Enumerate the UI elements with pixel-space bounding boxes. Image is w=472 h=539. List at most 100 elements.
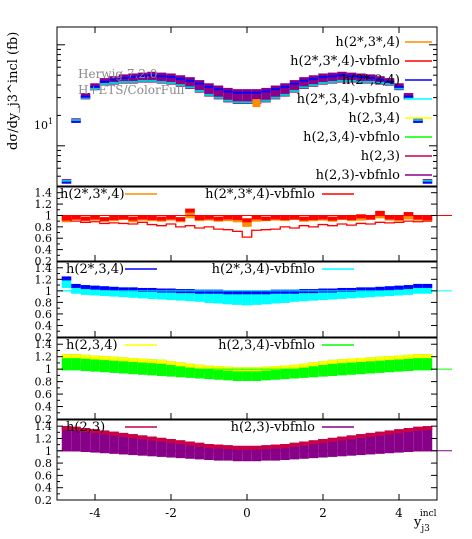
ratio-band-bin: [422, 354, 433, 371]
main-bin: [356, 73, 366, 84]
main-bin-blue: [109, 78, 119, 81]
ratio-band-bin: [403, 354, 414, 372]
ratio-band-edge: [61, 276, 72, 281]
ratio-band-edge: [346, 435, 357, 440]
main-bin-cyan: [223, 99, 233, 102]
main-bin: [156, 72, 167, 84]
ratio-band-edge: [413, 215, 423, 220]
x-tick-label: -2: [165, 506, 177, 520]
main-bin-cyan: [356, 80, 366, 83]
ratio-band-edge: [213, 366, 224, 371]
ratio-band-bin: [61, 276, 72, 288]
ratio-band-edge: [175, 440, 186, 445]
ratio-band-bin: [384, 430, 395, 454]
ratio-band-bin: [156, 359, 167, 377]
ratio-band-edge: [90, 355, 100, 360]
ratio-band-edge: [242, 445, 252, 450]
ratio-legend-label: h(2*,3*,4): [60, 187, 125, 202]
ratio-band-edge: [194, 216, 205, 221]
ratio-band-bin: [128, 287, 138, 298]
ratio-band-edge: [308, 440, 319, 445]
main-outlier: [252, 99, 261, 108]
main-bin-blue: [71, 120, 81, 123]
ratio-band-bin: [128, 434, 138, 456]
ratio-legend-label: h(2,3): [66, 420, 105, 435]
ratio-band-bin: [413, 283, 423, 294]
main-bin-cyan: [175, 84, 186, 87]
ratio-band-edge: [403, 354, 414, 359]
main-bin: [261, 87, 271, 103]
ratio-ytick-label: 0.6: [35, 469, 53, 482]
ratio-band-bin: [223, 290, 233, 305]
ratio-band-edge: [394, 285, 404, 290]
main-bin-blue: [422, 181, 433, 184]
ratio-band-edge: [270, 289, 281, 294]
main-bin-blue: [194, 82, 205, 85]
main-bin-cyan: [327, 80, 338, 83]
ratio-band-edge: [422, 216, 433, 221]
ratio-band-bin: [242, 218, 252, 227]
ratio-band-edge: [99, 430, 110, 435]
ratio-ytick-label: 0.4: [35, 319, 53, 332]
ratio-band-edge: [403, 285, 414, 290]
main-bin-blue: [384, 80, 395, 83]
main-bin-blue: [204, 85, 214, 88]
main-legend-label: h(2,3)-vbfnlo: [316, 168, 401, 183]
ratio-band-bin: [261, 290, 271, 305]
ratio-band-edge: [204, 289, 214, 294]
ratio-band-edge: [375, 210, 385, 215]
ratio-band-edge: [80, 354, 91, 359]
ratio-band-bin: [185, 208, 195, 219]
ratio-band-edge: [270, 444, 281, 449]
ratio-band-edge: [61, 216, 72, 221]
main-bin: [204, 83, 214, 97]
ratio-band-edge: [337, 436, 347, 441]
ratio-band-bin: [147, 287, 157, 299]
ratio-band-edge: [232, 216, 243, 221]
ratio-band-bin: [175, 289, 186, 301]
ratio-band-bin: [375, 431, 385, 454]
ratio-band-edge: [99, 356, 110, 361]
main-bin: [175, 75, 186, 87]
main-bin: [308, 75, 319, 87]
main-legend-label: h(2*,3,4): [342, 73, 400, 88]
ratio-band-bin: [166, 288, 176, 301]
ratio-panel-2: 0.20.40.60.811.21.4 h(2*,3,4) h(2*,3,4)-vb…: [35, 261, 452, 344]
ratio-band-edge: [128, 287, 138, 292]
main-panel: 101 Herwig 7.2.0 H+ETS/ColorFull h(2*,3*…: [34, 26, 438, 187]
ratio-band-edge: [156, 216, 167, 221]
ratio-band-bin: [337, 287, 347, 299]
ratio-band-edge: [232, 445, 243, 450]
ratio-band-edge: [80, 285, 91, 290]
ratio-band-bin: [213, 289, 224, 304]
main-bin-blue: [280, 85, 290, 88]
ratio-ytick-label: 1.4: [35, 262, 53, 275]
main-bin-blue: [118, 76, 129, 79]
ratio-band-bin: [118, 287, 129, 298]
ratio-band-edge: [346, 358, 357, 363]
ratio-ytick-label: 1.4: [35, 420, 53, 433]
ratio-ytick-label: 0.8: [35, 457, 53, 470]
main-bin-cyan: [90, 87, 100, 90]
main-bin-cyan: [384, 83, 395, 86]
ratio-band-bin: [242, 445, 252, 462]
ratio-band-bin: [280, 444, 290, 460]
main-bin-cyan: [337, 79, 347, 82]
ratio-band-edge: [375, 286, 385, 291]
ratio-ytick-label: 1.4: [35, 187, 53, 200]
main-bin-cyan: [194, 89, 205, 92]
ratio-band-edge: [251, 445, 262, 450]
ratio-legend-label: h(2*,3,4)-vbfnlo: [212, 262, 315, 277]
x-tick-label: 4: [395, 506, 403, 520]
ratio-ytick-label: 0.2: [35, 255, 53, 268]
ratio-band-edge: [356, 357, 366, 362]
main-bin-cyan: [308, 84, 319, 87]
ratio-ytick-label: 0.2: [35, 413, 53, 426]
ratio-band-edge: [337, 215, 347, 220]
ratio-band-edge: [128, 357, 138, 362]
ratio-band-edge: [242, 218, 252, 223]
ratio-band-bin: [422, 426, 433, 451]
ratio-band-edge: [109, 431, 119, 436]
ratio-band-bin: [299, 363, 309, 378]
ratio-band-bin: [337, 359, 347, 376]
